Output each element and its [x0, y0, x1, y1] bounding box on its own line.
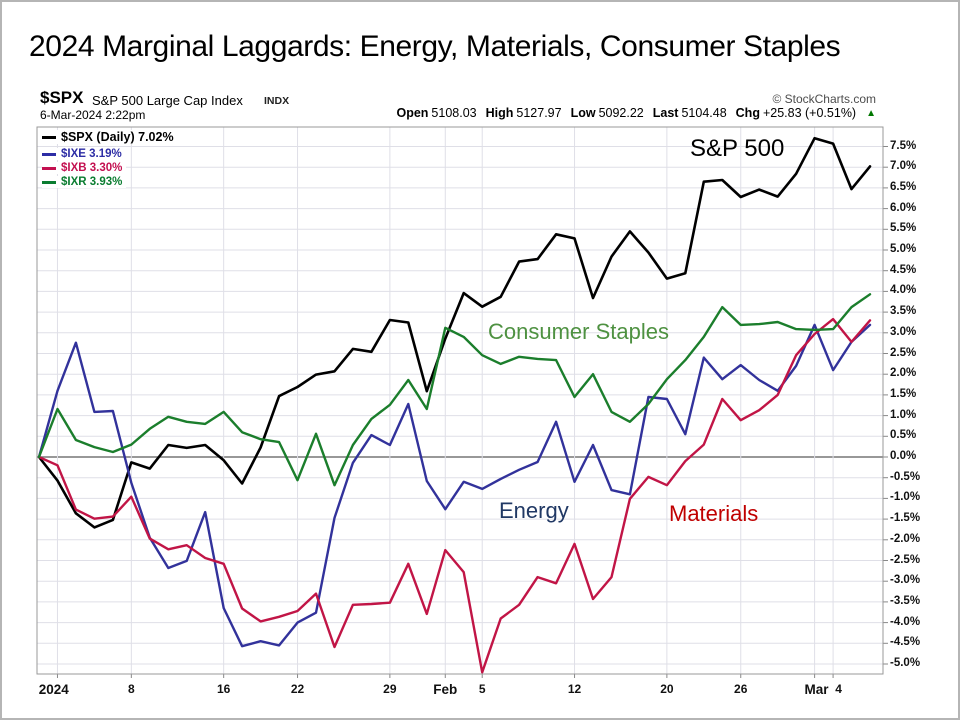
- y-axis-label: 1.5%: [890, 387, 917, 400]
- legend-label: $SPX (Daily) 7.02%: [61, 130, 174, 144]
- legend-swatch: [42, 135, 56, 139]
- y-axis-label: 5.0%: [890, 243, 917, 255]
- quote-label: Last: [652, 106, 679, 120]
- y-axis-label: -1.5%: [890, 512, 921, 525]
- x-axis-label: 2024: [38, 682, 69, 697]
- quote-label: High: [485, 106, 514, 120]
- legend-swatch: [42, 166, 56, 170]
- y-axis-label: -4.5%: [890, 636, 921, 649]
- y-axis-label: 5.5%: [890, 222, 917, 235]
- quote-item: Open 5108.03: [396, 106, 476, 120]
- y-axis-label: -4.0%: [890, 615, 921, 628]
- annotation-s-p-500: S&P 500: [690, 135, 785, 162]
- quote-row: Open 5108.03 High 5127.97 Low 5092.22 Last 5104…: [396, 106, 876, 120]
- quote-label: Chg: [735, 106, 760, 120]
- quote-item: Low 5092.22: [571, 106, 644, 120]
- quote-value: +25.83 (+0.51%): [762, 106, 857, 120]
- index-name-label: S&P 500 Large Cap Index: [92, 93, 243, 108]
- y-axis-label: 0.0%: [890, 450, 917, 462]
- legend-label: $IXE 3.19%: [61, 148, 122, 160]
- series-line-spx: [37, 136, 872, 529]
- quote-item: Last 5104.48: [653, 106, 727, 120]
- x-axis-label: 29: [383, 682, 397, 696]
- y-axis-label: 7.0%: [890, 160, 917, 173]
- quote-value: 5104.48: [681, 106, 727, 120]
- y-axis-label: 0.5%: [890, 429, 917, 442]
- x-axis-label: 4: [835, 682, 842, 696]
- y-axis-label: 3.0%: [890, 325, 917, 338]
- datetime-label: 6-Mar-2024 2:22pm: [40, 108, 146, 122]
- copyright-label: © StockCharts.com: [772, 92, 876, 106]
- y-axis-label: -2.0%: [890, 532, 921, 545]
- annotation-materials: Materials: [669, 501, 759, 526]
- y-axis-label: 4.0%: [890, 284, 917, 297]
- x-axis-label: 5: [478, 682, 486, 696]
- y-axis-label: -3.5%: [890, 594, 921, 607]
- annotation-consumer-staples: Consumer Staples: [488, 319, 669, 344]
- y-axis-label: 6.5%: [890, 180, 917, 193]
- quote-item: High 5127.97: [486, 106, 562, 120]
- series-line-ixr: [37, 293, 872, 487]
- legend-item: $IXR 3.93%: [42, 176, 127, 188]
- x-axis-label: 16: [216, 682, 231, 696]
- y-axis-label: -5.0%: [890, 657, 921, 669]
- x-axis-label: 12: [567, 682, 582, 696]
- quote-value: 5127.97: [516, 106, 562, 120]
- plot-frame: [36, 126, 884, 675]
- legend-swatch: [42, 152, 56, 156]
- x-axis-label: 8: [127, 682, 135, 696]
- quote-label: Open: [396, 106, 429, 120]
- page-title: 2024 Marginal Laggards: Energy, Material…: [29, 30, 841, 63]
- y-axis-label: 3.5%: [890, 305, 917, 318]
- y-axis-label: 4.5%: [890, 263, 917, 276]
- series-line-ixe: [37, 323, 872, 648]
- y-axis-label: -1.0%: [890, 491, 921, 504]
- quote-value: 5108.03: [431, 106, 477, 120]
- x-axis-label: Feb: [433, 682, 458, 697]
- legend-item: $SPX (Daily) 7.02%: [42, 130, 178, 144]
- y-axis-label: 1.0%: [890, 408, 917, 421]
- y-axis-label: -3.0%: [890, 574, 921, 587]
- y-axis-label: -2.5%: [890, 553, 921, 566]
- quote-label: Low: [570, 106, 596, 120]
- y-axis-label: 2.5%: [890, 346, 917, 359]
- x-axis-label: 26: [734, 682, 748, 696]
- legend-label: $IXB 3.30%: [61, 162, 123, 174]
- y-axis-label: 7.5%: [890, 139, 917, 152]
- legend-label: $IXR 3.93%: [61, 176, 123, 188]
- change-up-icon: ▲: [866, 107, 876, 119]
- quote-value: 5092.22: [598, 106, 644, 120]
- y-axis-label: 2.0%: [890, 367, 917, 380]
- legend-swatch: [42, 180, 56, 184]
- y-axis-label: 6.0%: [890, 201, 917, 214]
- exchange-label: INDX: [264, 95, 290, 107]
- series-line-ixb: [37, 317, 872, 674]
- annotation-energy: Energy: [499, 498, 569, 523]
- x-axis-label: Mar: [804, 682, 829, 697]
- legend-item: $IXB 3.30%: [42, 162, 127, 174]
- symbol-label: $SPX: [40, 88, 84, 107]
- y-axis-label: -0.5%: [890, 470, 921, 483]
- legend-item: $IXE 3.19%: [42, 148, 126, 160]
- x-axis-label: 20: [660, 682, 674, 696]
- quote-item: Chg +25.83 (+0.51%): [736, 106, 856, 120]
- x-axis-label: 22: [290, 682, 305, 696]
